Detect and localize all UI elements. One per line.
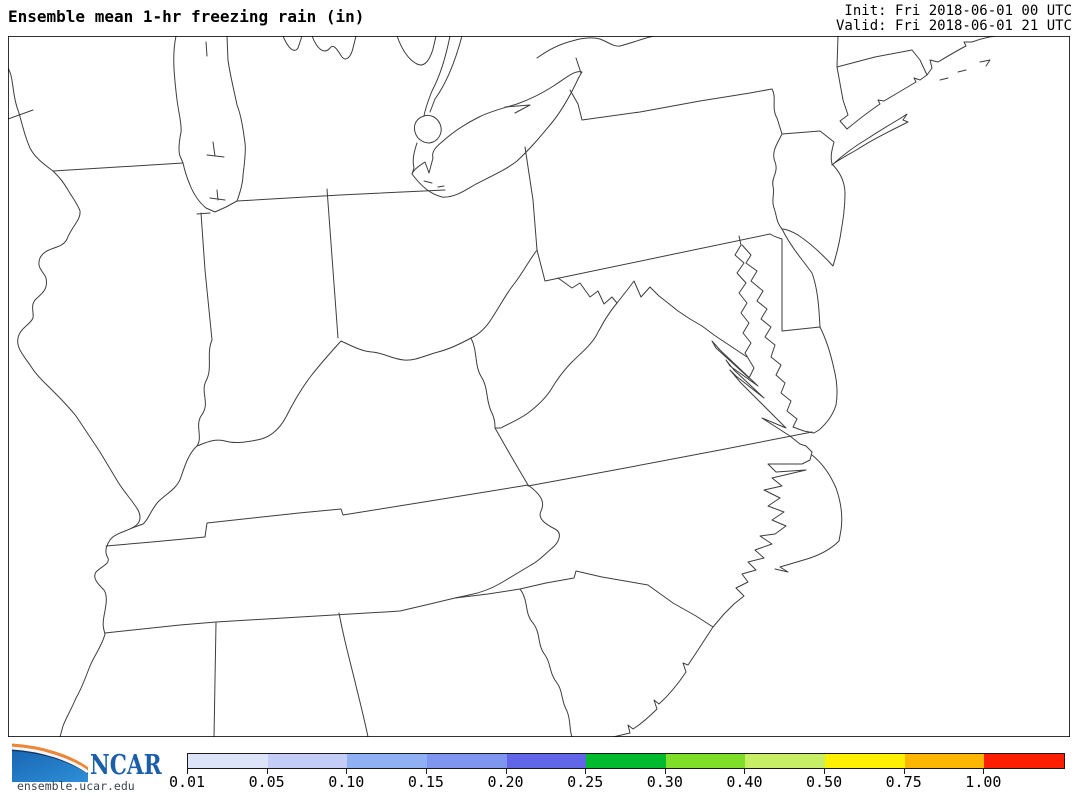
colorbar-tick-label: 0.01 <box>168 773 206 791</box>
colorbar-segment <box>267 754 348 768</box>
state-borders-midwest <box>8 67 771 737</box>
colorbar-segment <box>426 754 507 768</box>
colorbar-tick <box>505 769 507 774</box>
colorbar-tick-label: 0.40 <box>726 773 763 791</box>
colorbar-tick-label: 0.75 <box>885 773 922 791</box>
colorbar-tick-label: 0.10 <box>328 773 365 791</box>
colorbar-segment <box>665 754 746 768</box>
ncar-logo-text: NCAR <box>90 750 162 781</box>
colorbar-tick <box>744 769 746 774</box>
state-borders-southeast <box>104 427 813 737</box>
colorbar-segment <box>347 754 427 768</box>
valid-time: Valid: Fri 2018-06-01 21 UTC <box>835 18 1072 34</box>
colorbar-tick <box>983 769 985 774</box>
ensemble-url: ensemble.ucar.edu <box>17 779 135 793</box>
colorbar-tick-label: 0.30 <box>646 773 683 791</box>
colorbar-segment <box>984 754 1065 768</box>
colorbar-segment <box>506 754 587 768</box>
run-info: Init: Fri 2018-06-01 00 UTC Valid: Fri 2… <box>836 4 1072 34</box>
page-title: Ensemble mean 1-hr freezing rain (in) <box>8 7 365 26</box>
colorbar <box>187 753 1065 769</box>
colorbar-tick-label: 0.50 <box>806 773 843 791</box>
colorbar-tick <box>824 769 826 774</box>
coastline-carolinas <box>612 451 843 737</box>
colorbar-segment <box>825 754 905 768</box>
colorbar-tick <box>903 769 905 774</box>
colorbar-tick <box>346 769 348 774</box>
ncar-logo-icon <box>11 743 88 782</box>
coastline-northeast <box>831 36 997 166</box>
colorbar-tick-label: 1.00 <box>965 773 1002 791</box>
colorbar-tick <box>266 769 268 774</box>
state-borders-midatlantic <box>494 88 846 453</box>
colorbar-segment <box>188 754 268 768</box>
colorbar-segment <box>904 754 985 768</box>
init-time: Init: Fri 2018-06-01 00 UTC <box>844 3 1072 19</box>
colorbar-tick-label: 0.20 <box>487 773 524 791</box>
great-lakes <box>173 36 655 215</box>
colorbar-segment <box>586 754 666 768</box>
colorbar-tick-label: 0.05 <box>248 773 285 791</box>
colorbar-tick <box>664 769 666 774</box>
colorbar-tick <box>585 769 587 774</box>
colorbar-tick <box>187 769 188 774</box>
colorbar-tick-label: 0.15 <box>407 773 444 791</box>
colorbar-tick-label: 0.25 <box>567 773 604 791</box>
colorbar-segment <box>745 754 826 768</box>
map-frame <box>8 36 1070 737</box>
colorbar-tick <box>425 769 427 774</box>
